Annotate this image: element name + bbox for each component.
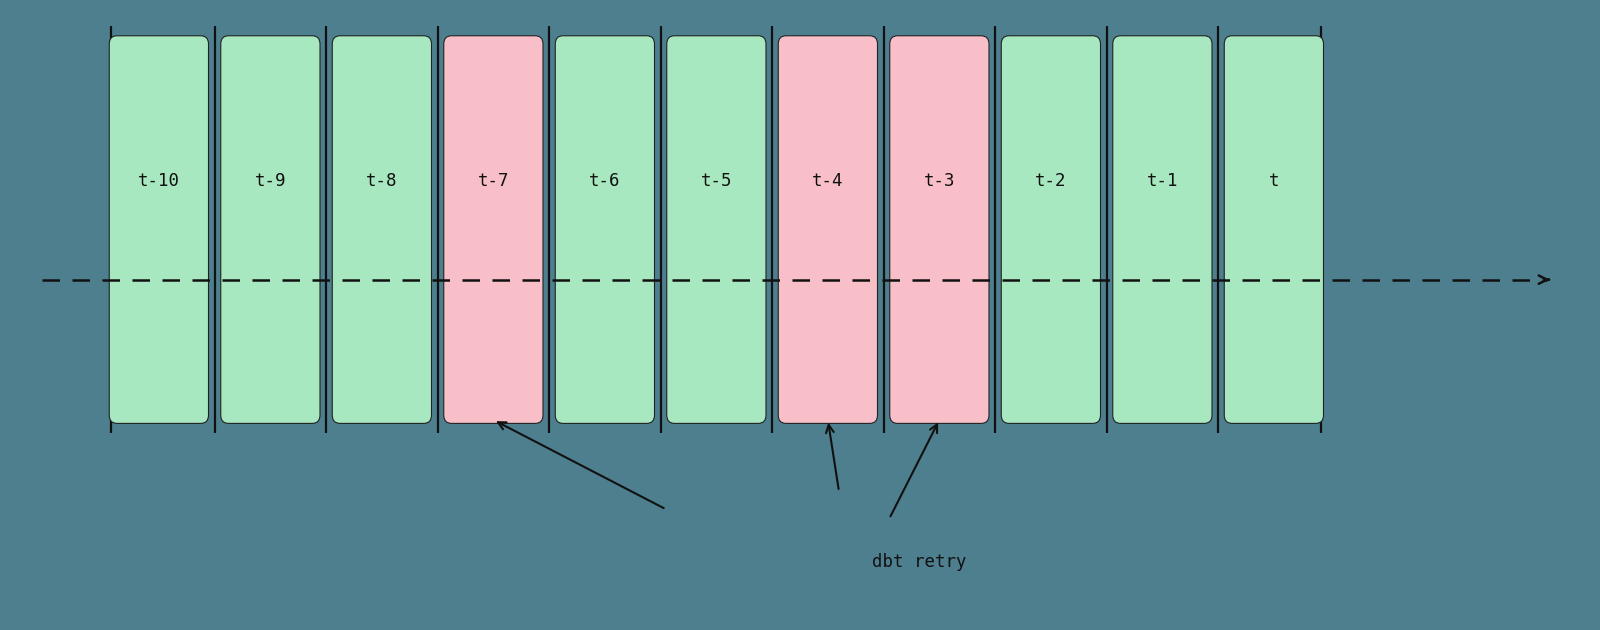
FancyBboxPatch shape xyxy=(778,36,877,423)
Text: dbt retry: dbt retry xyxy=(872,553,966,571)
FancyBboxPatch shape xyxy=(221,36,320,423)
Text: t-10: t-10 xyxy=(138,172,179,190)
FancyBboxPatch shape xyxy=(1002,36,1101,423)
FancyBboxPatch shape xyxy=(1224,36,1323,423)
Text: t-4: t-4 xyxy=(813,172,843,190)
Text: t-5: t-5 xyxy=(701,172,733,190)
Text: t-2: t-2 xyxy=(1035,172,1067,190)
FancyBboxPatch shape xyxy=(443,36,542,423)
Text: t-3: t-3 xyxy=(923,172,955,190)
FancyBboxPatch shape xyxy=(109,36,208,423)
Text: t: t xyxy=(1269,172,1278,190)
FancyBboxPatch shape xyxy=(555,36,654,423)
FancyBboxPatch shape xyxy=(333,36,432,423)
FancyBboxPatch shape xyxy=(667,36,766,423)
Text: t-7: t-7 xyxy=(478,172,509,190)
Text: t-6: t-6 xyxy=(589,172,621,190)
FancyBboxPatch shape xyxy=(890,36,989,423)
Text: t-9: t-9 xyxy=(254,172,286,190)
FancyBboxPatch shape xyxy=(1112,36,1211,423)
Text: t-1: t-1 xyxy=(1147,172,1178,190)
Text: t-8: t-8 xyxy=(366,172,398,190)
